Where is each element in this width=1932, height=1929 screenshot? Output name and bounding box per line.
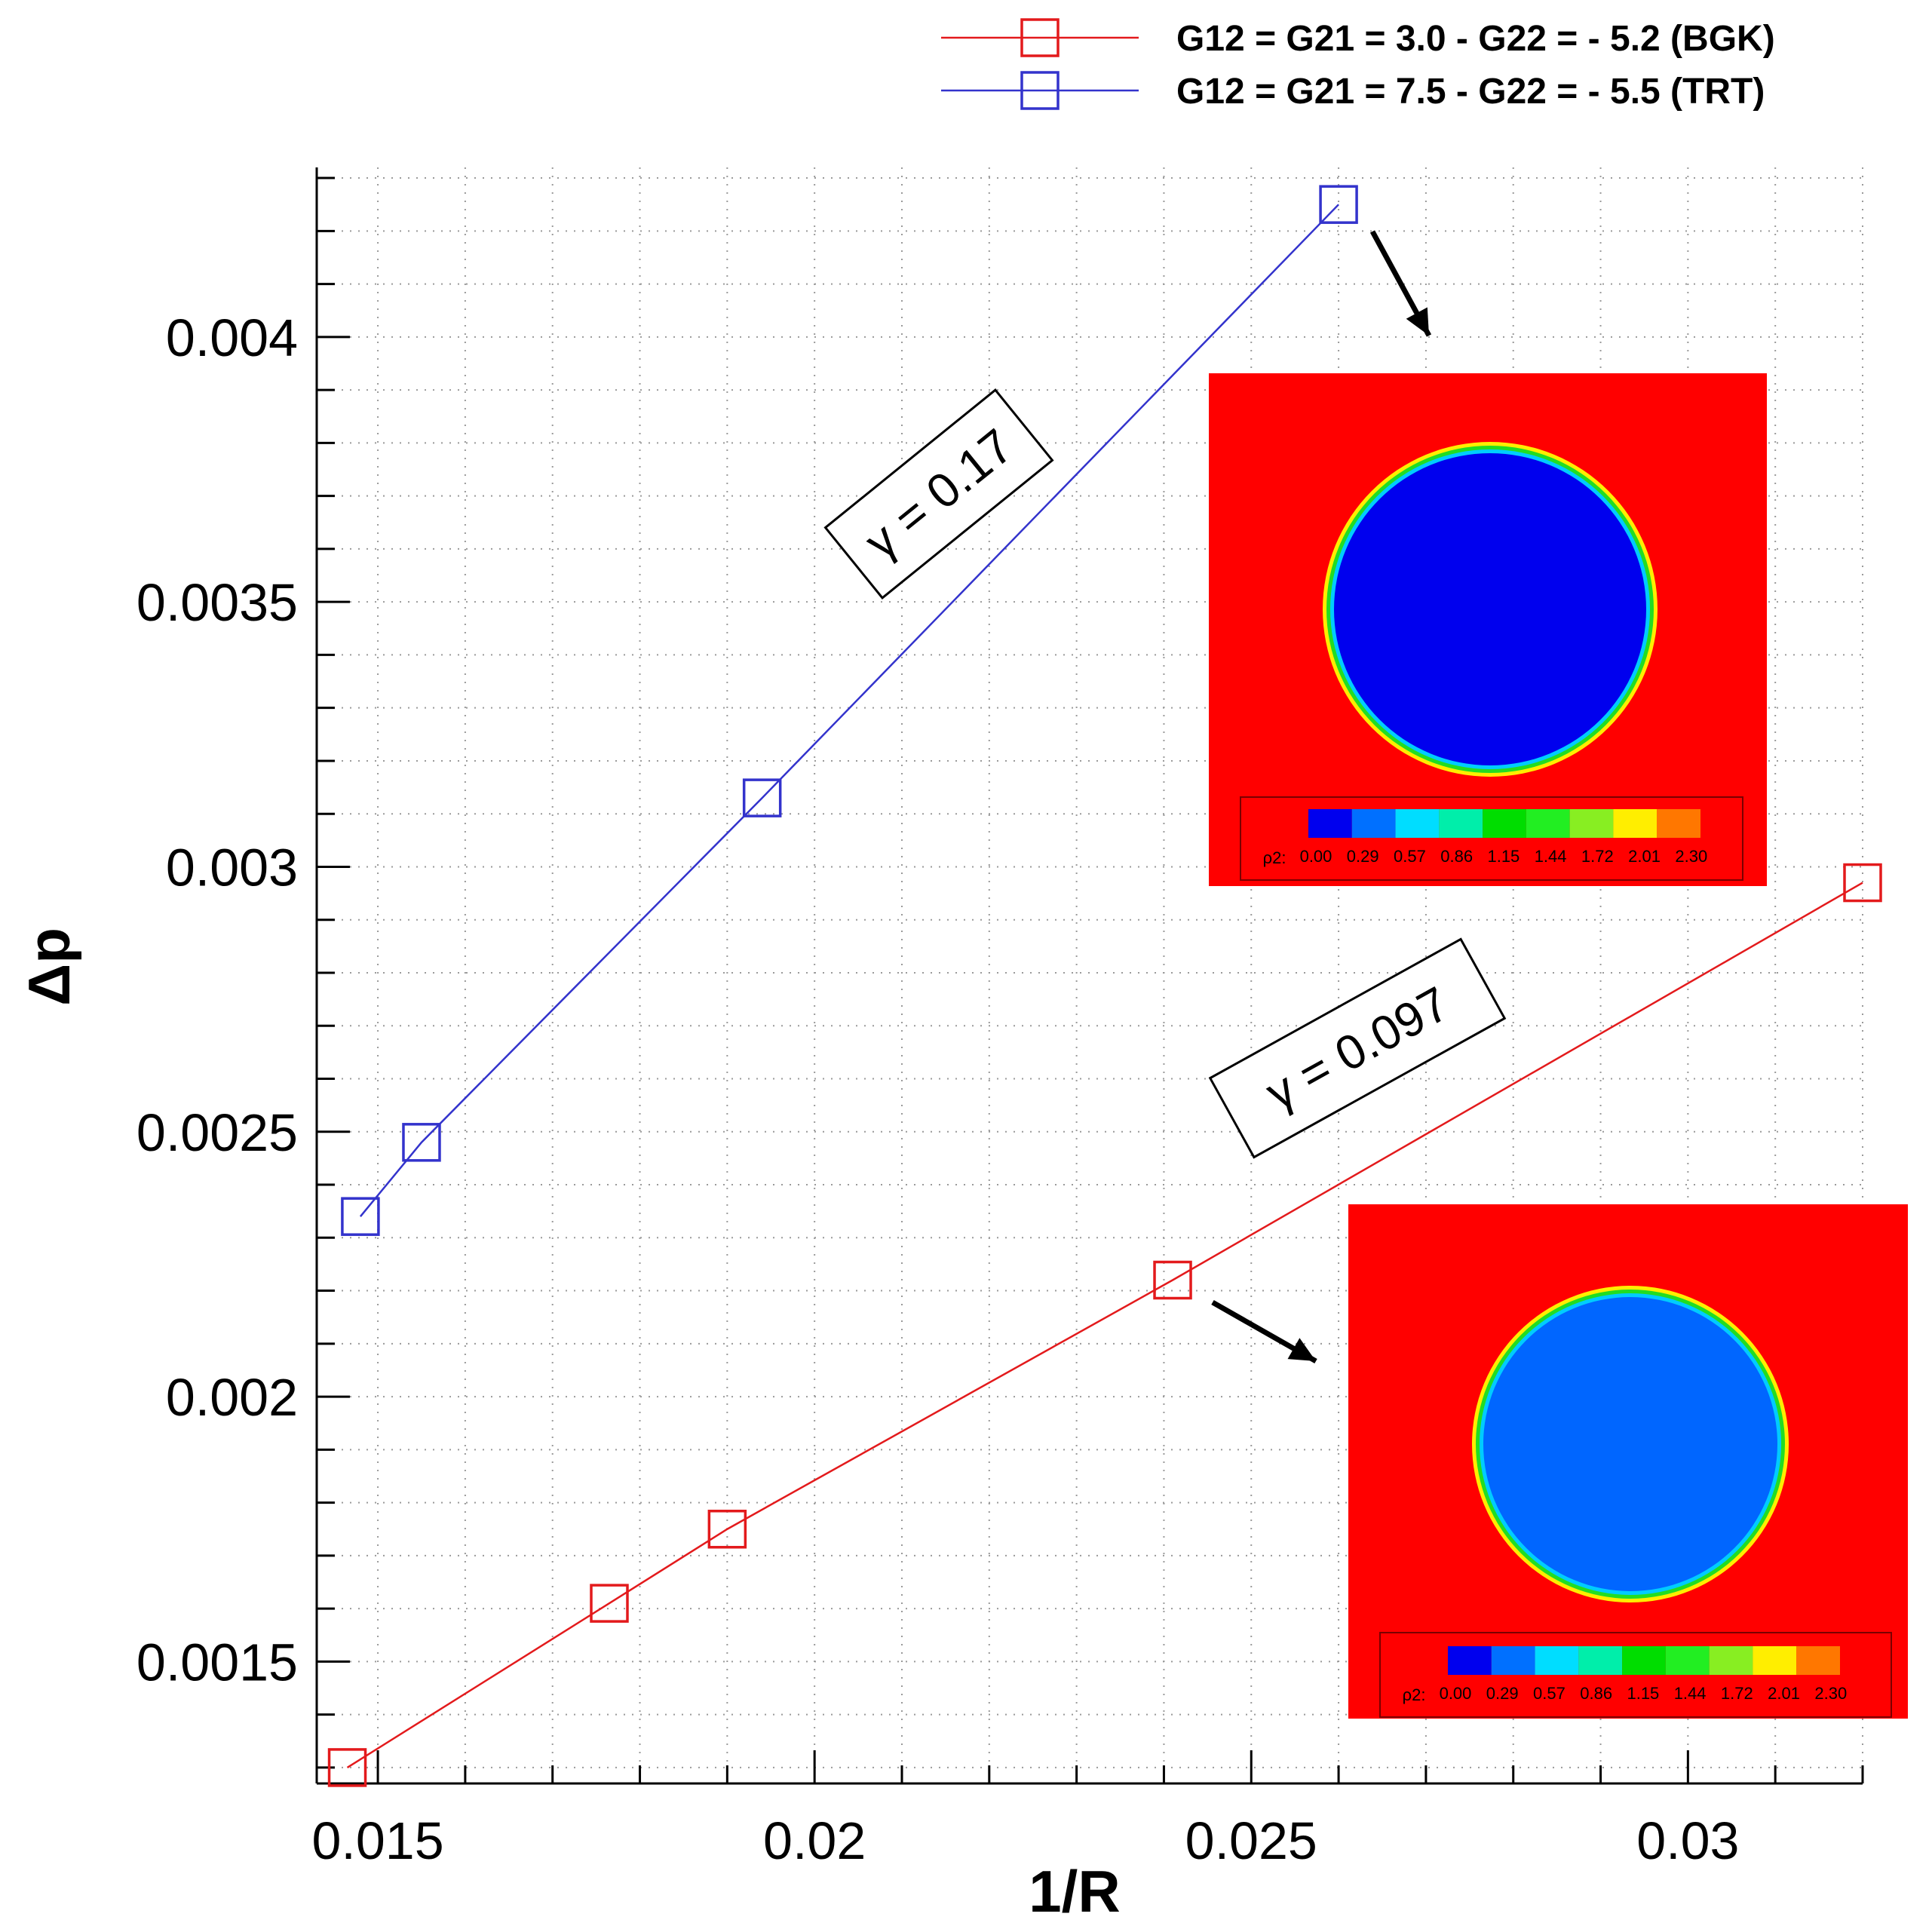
colorbar-swatch xyxy=(1483,809,1526,838)
colorbar-swatch xyxy=(1665,1646,1710,1675)
colorbar-swatch xyxy=(1308,809,1352,838)
y-tick-label: 0.003 xyxy=(166,838,298,897)
y-tick-label: 0.0025 xyxy=(136,1103,298,1162)
droplet xyxy=(1334,453,1646,765)
insets: 0.00 0.29 0.57 0.86 1.15 1.44 1.72 2.01 2.30ρ2:0… xyxy=(1209,230,1908,1719)
colorbar-frame xyxy=(1240,796,1743,881)
colorbar-swatch xyxy=(1613,809,1658,838)
annotation-box xyxy=(823,388,1054,600)
x-axis-title: 1/R xyxy=(1029,1858,1120,1924)
colorbar-label: 1.44 xyxy=(1674,1684,1707,1703)
colorbar-label: 2.01 xyxy=(1768,1684,1800,1703)
colorbar-swatch xyxy=(1448,1646,1492,1675)
colorbar-swatch xyxy=(1578,1646,1623,1675)
colorbar-label: 0.86 xyxy=(1440,847,1473,866)
density-inset: 0.00 0.29 0.57 0.86 1.15 1.44 1.72 2.01 2.30 ρ2: xyxy=(1348,1204,1908,1719)
x-tick-label: 0.02 xyxy=(763,1811,866,1870)
colorbar-frame xyxy=(1379,1632,1892,1718)
colorbar-swatch xyxy=(1622,1646,1666,1675)
legend-marker-1 xyxy=(1020,71,1060,110)
series-line-1 xyxy=(359,204,1339,1217)
colorbar-label: 1.72 xyxy=(1581,847,1614,866)
colorbar-label: 2.30 xyxy=(1675,847,1707,866)
data-point xyxy=(707,1509,747,1549)
colorbar-swatch xyxy=(1526,809,1570,838)
annotation-box xyxy=(1208,937,1507,1159)
data-point xyxy=(1153,1260,1192,1300)
colorbar-label: 0.00 xyxy=(1300,847,1332,866)
colorbar-title: ρ2: xyxy=(1403,1685,1426,1704)
data-point xyxy=(742,778,782,817)
colorbar-label: 1.15 xyxy=(1627,1684,1659,1703)
y-tick-label: 0.002 xyxy=(166,1368,298,1427)
colorbar-label: 1.44 xyxy=(1535,847,1567,866)
colorbar-label: 2.01 xyxy=(1628,847,1661,866)
y-tick-label: 0.0035 xyxy=(136,573,298,632)
colorbar-swatch xyxy=(1657,809,1700,838)
colorbar-label: 0.00 xyxy=(1440,1684,1472,1703)
colorbar-label: 1.72 xyxy=(1721,1684,1753,1703)
legend: G12 = G21 = 3.0 - G22 = - 5.2 (BGK) G12 =… xyxy=(941,18,1775,112)
legend-label-1: G12 = G21 = 7.5 - G22 = - 5.5 (TRT) xyxy=(1176,72,1765,112)
colorbar-swatch xyxy=(1439,809,1483,838)
droplet xyxy=(1483,1297,1777,1591)
grid xyxy=(317,167,1863,1783)
series-layer xyxy=(327,185,1882,1787)
colorbar-label: 0.57 xyxy=(1394,847,1426,866)
colorbar-swatch xyxy=(1351,809,1396,838)
colorbar-label: 0.29 xyxy=(1347,847,1379,866)
data-point xyxy=(327,1748,367,1787)
colorbar-title: ρ2: xyxy=(1263,848,1286,867)
y-axis-title: Δp xyxy=(16,928,82,1006)
x-tick-label: 0.015 xyxy=(311,1811,443,1870)
colorbar-swatch xyxy=(1709,1646,1753,1675)
colorbar-swatch xyxy=(1395,809,1440,838)
legend-label-0: G12 = G21 = 3.0 - G22 = - 5.2 (BGK) xyxy=(1176,19,1775,59)
colorbar-label: 0.57 xyxy=(1533,1684,1566,1703)
pointer-arrow-head xyxy=(1406,307,1429,336)
data-point xyxy=(590,1584,629,1623)
y-tick-label: 0.0015 xyxy=(136,1633,298,1691)
density-inset: 0.00 0.29 0.57 0.86 1.15 1.44 1.72 2.01 2.30 ρ2: xyxy=(1209,373,1767,886)
y-tick-label: 0.004 xyxy=(166,308,298,367)
data-point xyxy=(1843,863,1882,903)
pointer-arrow-head xyxy=(1287,1338,1316,1361)
slope-annotation: γ = 0.097 xyxy=(1208,937,1507,1159)
legend-marker-0 xyxy=(1020,18,1060,57)
slope-annotation: γ = 0.17 xyxy=(823,388,1054,600)
colorbar-label: 0.86 xyxy=(1580,1684,1612,1703)
data-point xyxy=(1319,185,1358,224)
x-tick-label: 0.025 xyxy=(1185,1811,1317,1870)
colorbar-swatch xyxy=(1535,1646,1579,1675)
colorbar-swatch xyxy=(1491,1646,1535,1675)
colorbar-label: 2.30 xyxy=(1814,1684,1847,1703)
colorbar-label: 0.29 xyxy=(1486,1684,1519,1703)
x-tick-label: 0.03 xyxy=(1636,1811,1739,1870)
colorbar-swatch xyxy=(1796,1646,1840,1675)
colorbar-label: 1.15 xyxy=(1487,847,1520,866)
data-point xyxy=(341,1197,380,1236)
axes: 0.015 0.02 0.025 0.03 0.0015 0.002 0.0025 0.003… xyxy=(16,167,1864,1924)
colorbar-swatch xyxy=(1753,1646,1797,1675)
data-point xyxy=(402,1123,441,1162)
series-line-0 xyxy=(346,882,1863,1768)
colorbar-swatch xyxy=(1569,809,1614,838)
